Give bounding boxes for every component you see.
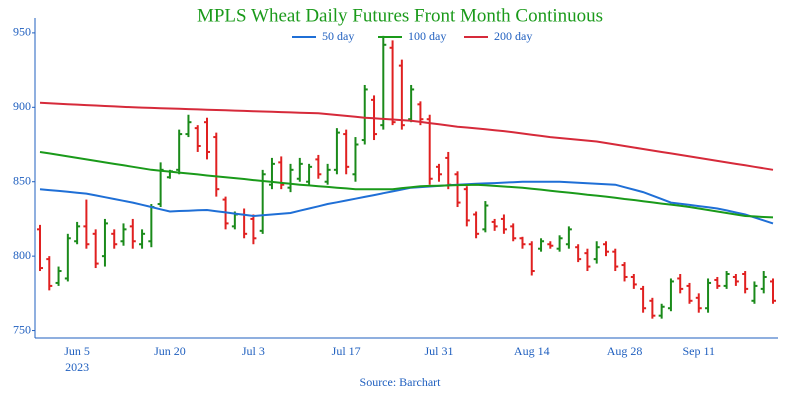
y-tick-label: 800: [13, 248, 31, 262]
legend-label: 50 day: [322, 29, 354, 43]
y-tick-label: 850: [13, 173, 31, 187]
source-note: Source: Barchart: [360, 375, 442, 389]
x-tick-label: Jul 17: [332, 344, 361, 358]
ma-line: [39, 151, 774, 219]
x-tick-label: Aug 14: [514, 344, 550, 358]
chart-title: MPLS Wheat Daily Futures Front Month Con…: [197, 5, 603, 26]
legend-label: 100 day: [408, 29, 446, 43]
y-tick-label: 750: [13, 322, 31, 336]
x-tick-label: Aug 28: [607, 344, 643, 358]
x-tick-label: Jul 3: [242, 344, 265, 358]
x-tick-label: Jun 20: [154, 344, 186, 358]
y-tick-label: 900: [13, 99, 31, 113]
x-tick-label: Jun 5: [64, 344, 90, 358]
legend-label: 200 day: [494, 29, 532, 43]
x-tick-label: Jul 31: [424, 344, 453, 358]
x-year-label: 2023: [65, 360, 89, 374]
ma-line: [39, 101, 774, 171]
y-tick-label: 950: [13, 25, 31, 39]
x-tick-label: Sep 11: [682, 344, 715, 358]
